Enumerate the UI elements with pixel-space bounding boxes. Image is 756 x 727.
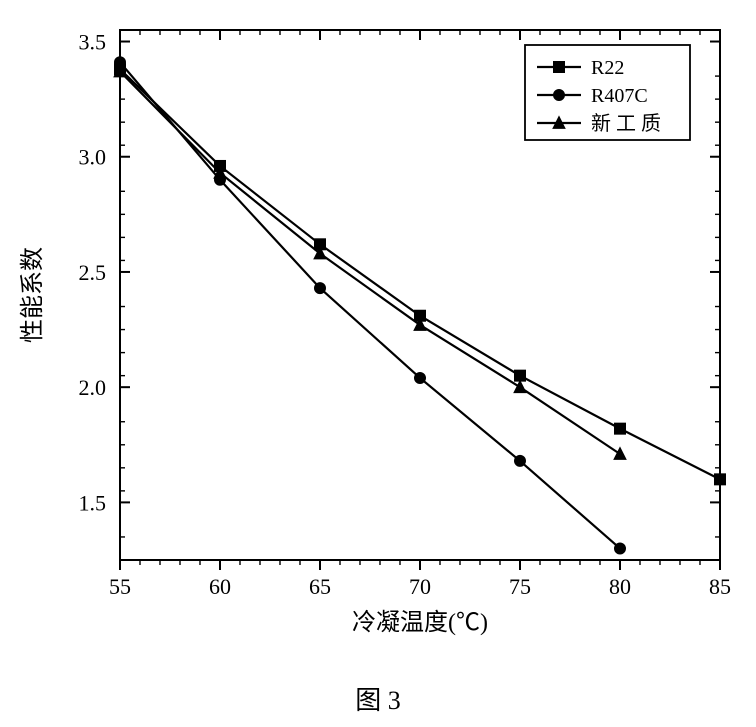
x-tick-label: 75 <box>509 574 531 599</box>
legend: R22 R407C 新 工 质 <box>525 45 690 140</box>
legend-label: R407C <box>591 85 648 107</box>
legend-label: 新 工 质 <box>591 112 661 135</box>
y-tick-label: 3.0 <box>79 145 107 170</box>
y-tick-label: 3.5 <box>79 30 107 55</box>
x-tick-label: 65 <box>309 574 331 599</box>
chart-container: 55 60 65 70 75 80 85 1.5 2.0 2.5 3.0 3.5 冷凝温度(℃) 性能系数… <box>0 0 756 727</box>
x-tick-label: 70 <box>409 574 431 599</box>
y-axis-label: 性能系数 <box>19 247 46 343</box>
legend-label: R22 <box>591 57 624 79</box>
x-axis-label: 冷凝温度(℃) <box>352 609 488 636</box>
y-tick-label: 1.5 <box>79 490 107 515</box>
x-tick-label: 60 <box>209 574 231 599</box>
figure-caption: 图 3 <box>355 686 401 715</box>
y-tick-label: 2.0 <box>79 375 107 400</box>
x-tick-label: 55 <box>109 574 131 599</box>
x-tick-label: 80 <box>609 574 631 599</box>
x-tick-label: 85 <box>709 574 731 599</box>
y-tick-label: 2.5 <box>79 260 107 285</box>
line-chart: 55 60 65 70 75 80 85 1.5 2.0 2.5 3.0 3.5 冷凝温度(℃) 性能系数… <box>0 0 756 727</box>
